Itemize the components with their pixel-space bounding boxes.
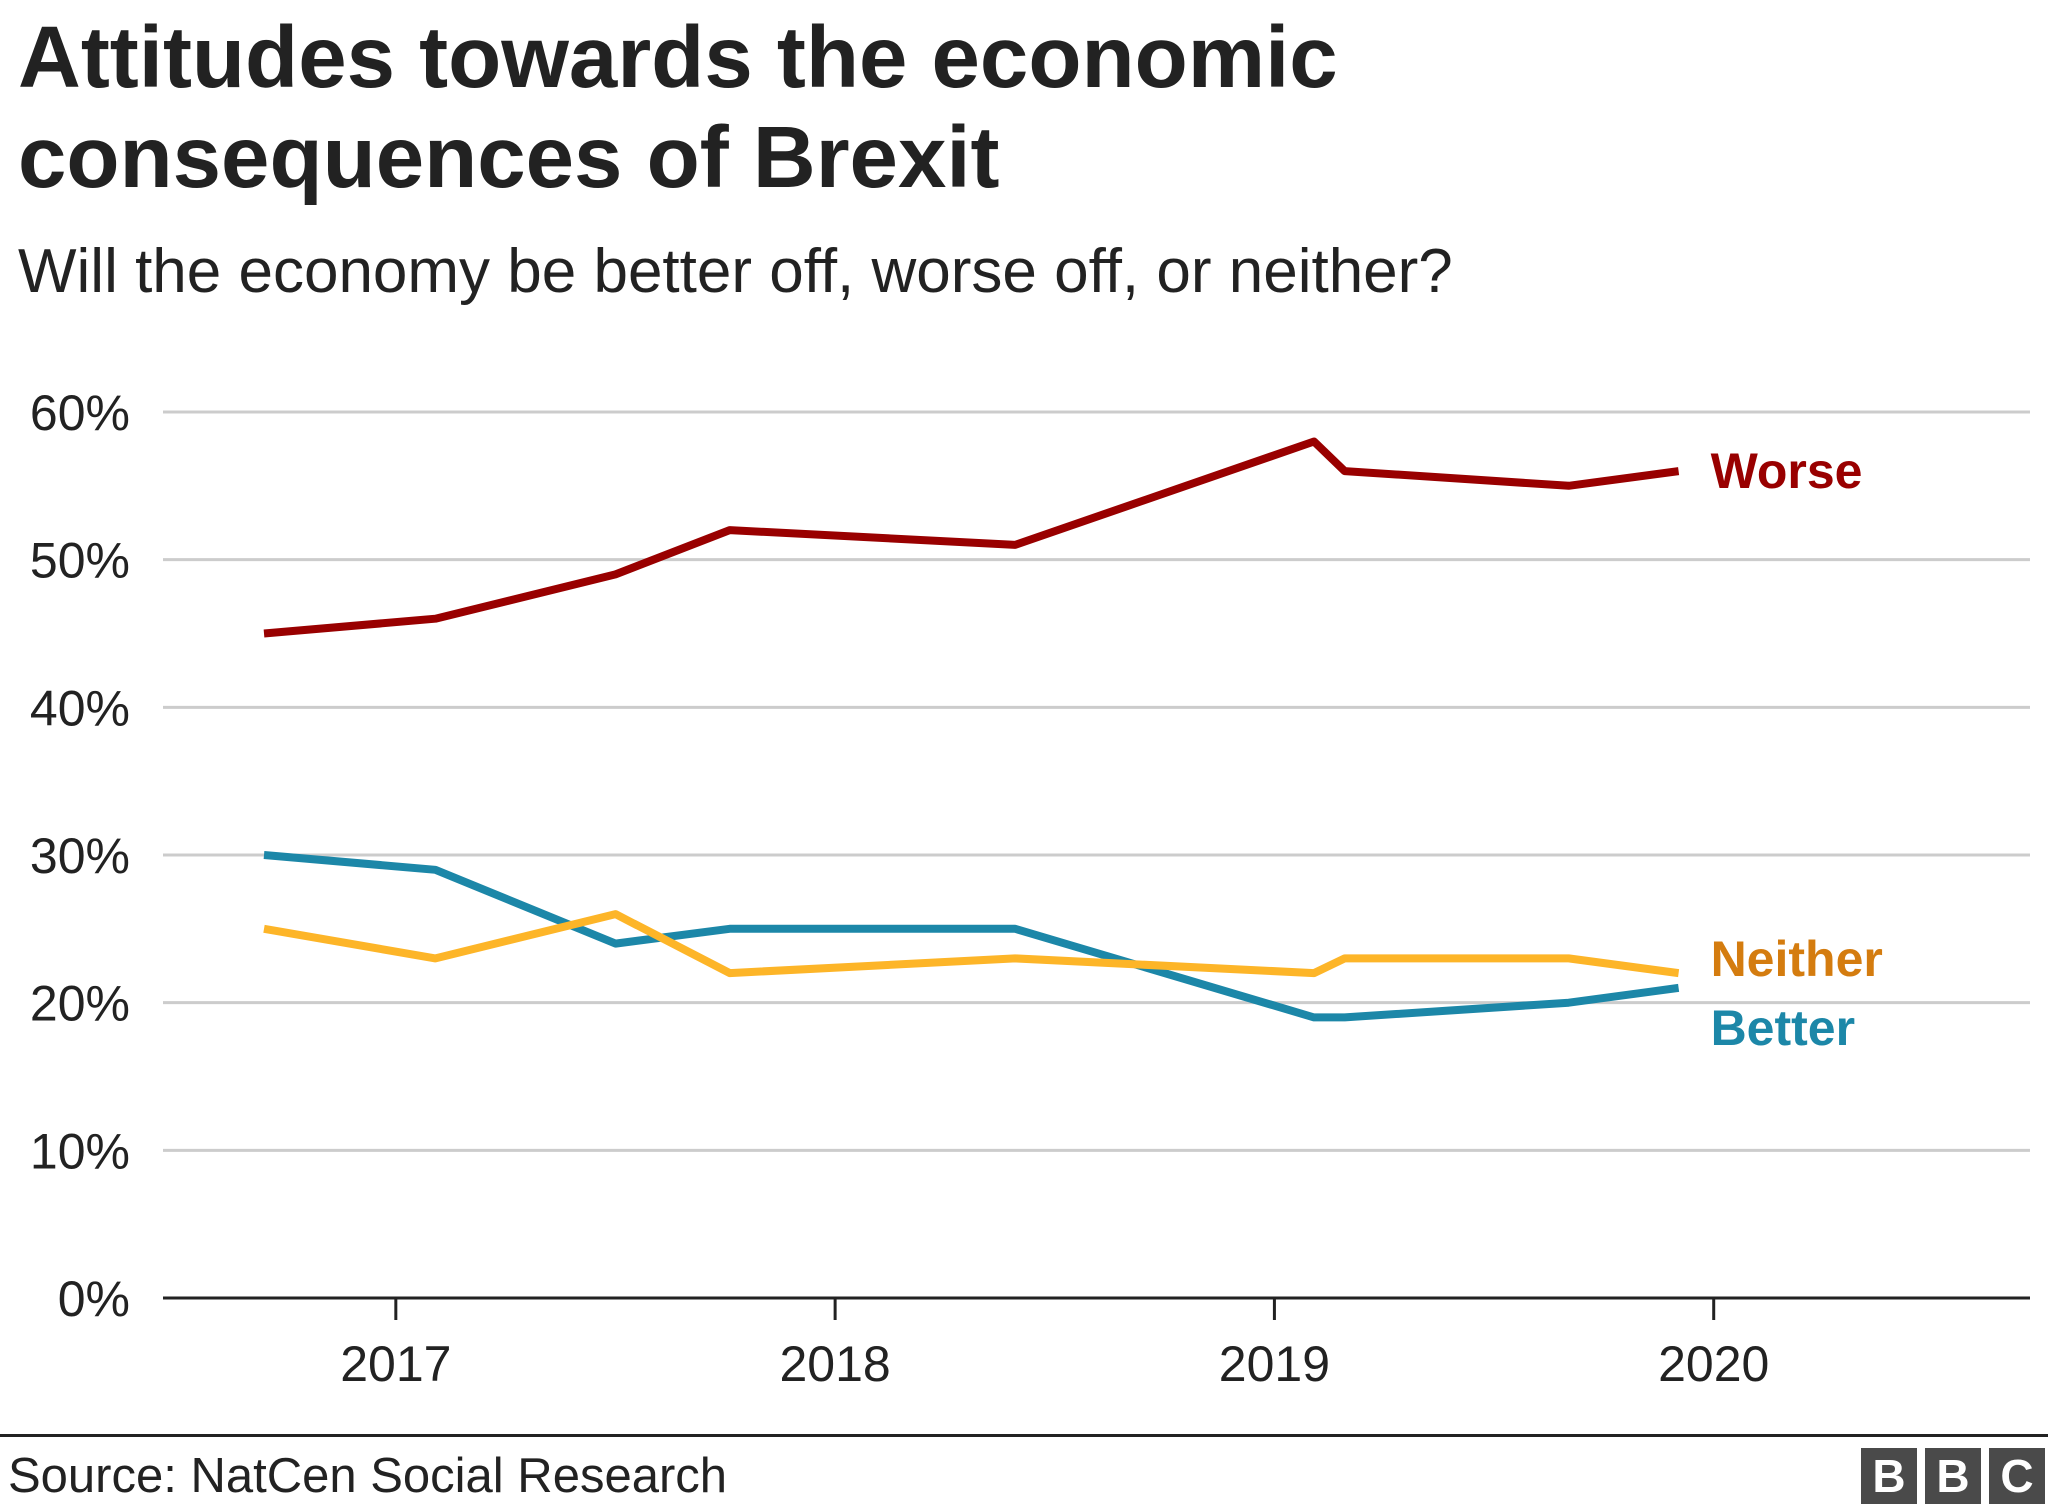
series-line-better (263, 851, 1680, 1022)
y-tick-label: 10% (30, 1123, 130, 1179)
y-tick-label: 50% (30, 533, 130, 589)
source-note: Source: NatCen Social Research (8, 1449, 728, 1503)
y-tick-label: 20% (30, 976, 130, 1032)
x-tick-label: 2020 (1658, 1336, 1769, 1392)
y-tick-label: 40% (30, 680, 130, 736)
x-axis: 2017 2018 2019 2020 (163, 1296, 2030, 1392)
bbc-logo-block-3: C (1989, 1448, 2045, 1504)
series-lines (263, 437, 1680, 1022)
series-labels: Worse Neither Better (1711, 443, 1883, 1056)
x-tick-label: 2018 (780, 1336, 891, 1392)
series-line-worse (263, 437, 1680, 638)
line-chart: 0% 10% 20% 30% 40% 50% 60% 2017 2018 2019 2020 Wo… (30, 385, 2030, 1392)
series-label-worse: Worse (1711, 443, 1863, 499)
gridlines (163, 410, 2030, 1152)
y-tick-label: 30% (30, 828, 130, 884)
chart-title: Attitudes towards the economic consequen… (18, 9, 1338, 206)
chart-subtitle: Will the economy be better off, worse of… (18, 237, 1453, 306)
series-label-better: Better (1711, 1000, 1855, 1056)
series-label-neither: Neither (1711, 931, 1883, 987)
y-tick-label: 0% (58, 1271, 130, 1327)
y-axis-ticks: 0% 10% 20% 30% 40% 50% 60% (30, 385, 130, 1327)
x-tick-label: 2019 (1219, 1336, 1330, 1392)
x-tick-label: 2017 (340, 1336, 451, 1392)
bbc-logo-block-2: B (1925, 1448, 1981, 1504)
footer-divider (0, 1434, 2048, 1437)
series-line-neither (263, 910, 1680, 978)
bbc-logo-block-1: B (1861, 1448, 1917, 1504)
y-tick-label: 60% (30, 385, 130, 441)
bbc-logo: B B C (1861, 1448, 2045, 1504)
